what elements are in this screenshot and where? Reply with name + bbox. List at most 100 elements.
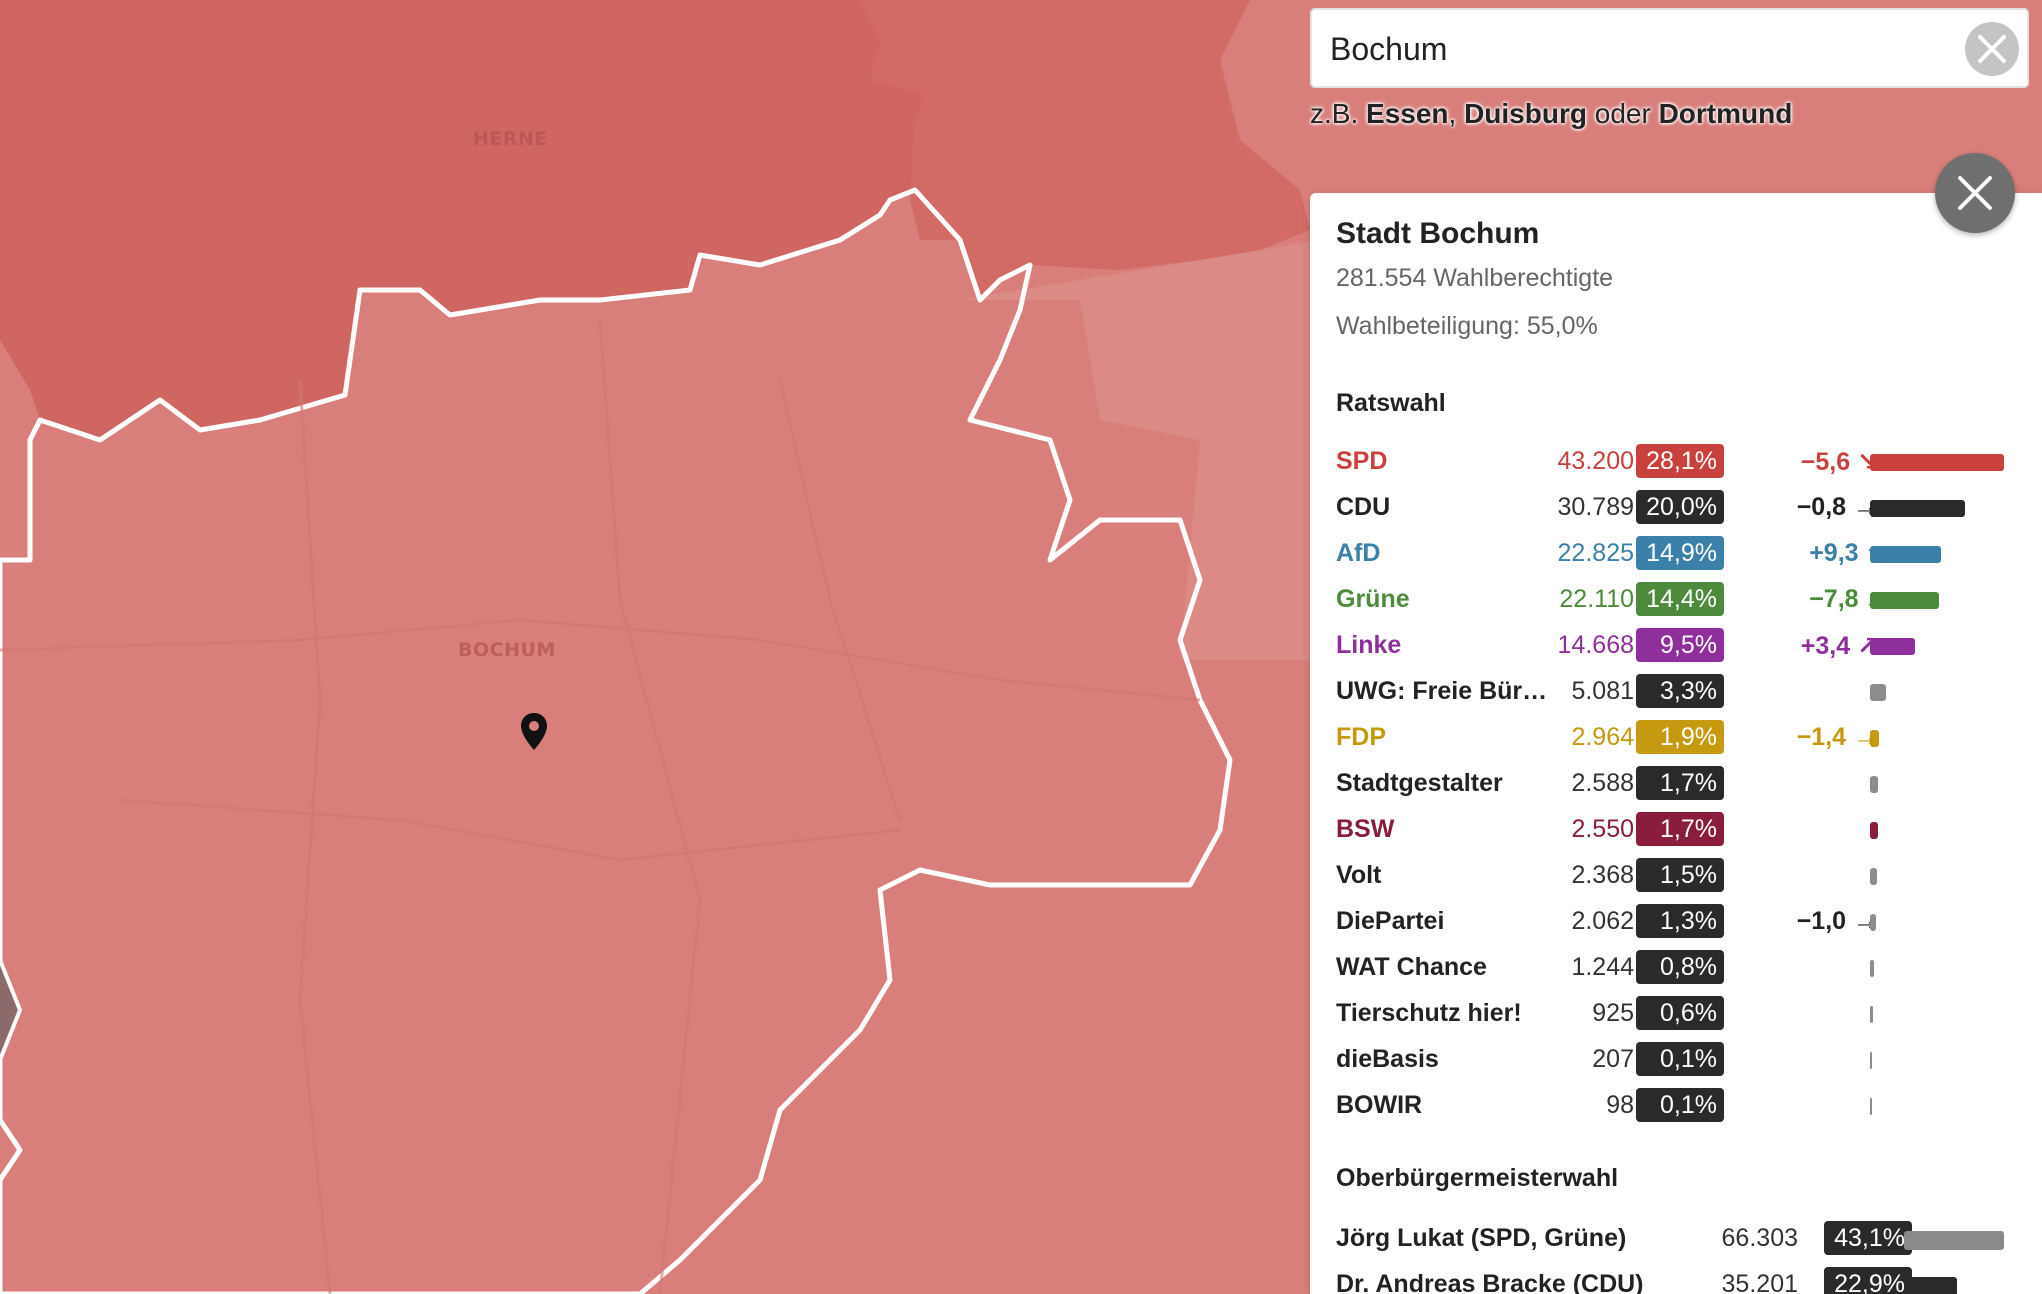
search-input[interactable] xyxy=(1330,24,1930,74)
candidate-share-bar xyxy=(1904,1231,2004,1250)
party-votes: 5.081 xyxy=(1571,677,1634,705)
neighbor-region-east xyxy=(960,240,1320,660)
party-name: Grüne xyxy=(1336,585,1410,613)
search-examples: z.B. Essen, Duisburg oder Dortmund xyxy=(1310,98,1792,130)
search-clear-button[interactable] xyxy=(1965,22,2019,76)
example-link-essen[interactable]: Essen xyxy=(1366,98,1449,129)
party-change: −1,0 → xyxy=(1796,907,1878,935)
council-row: Stadtgestalter 2.588 1,7% xyxy=(1336,765,2036,803)
candidate-share-bar xyxy=(1904,1277,1957,1294)
candidate-votes: 35.201 xyxy=(1721,1270,1798,1294)
candidate-name: Jörg Lukat (SPD, Grüne) xyxy=(1336,1224,1627,1252)
council-row: Volt 2.368 1,5% xyxy=(1336,857,2036,895)
candidate-row: Jörg Lukat (SPD, Grüne) 66.303 43,1% xyxy=(1336,1220,2036,1260)
party-name: WAT Chance xyxy=(1336,953,1487,981)
example-link-duisburg[interactable]: Duisburg xyxy=(1464,98,1587,129)
council-row: WAT Chance 1.244 0,8% xyxy=(1336,949,2036,987)
party-percent-badge: 1,7% xyxy=(1636,812,1724,846)
examples-separator: , xyxy=(1448,98,1457,129)
party-percent-badge: 0,8% xyxy=(1636,950,1724,984)
party-percent-badge: 14,9% xyxy=(1636,536,1724,570)
party-votes: 2.550 xyxy=(1571,815,1634,843)
party-name: AfD xyxy=(1336,539,1381,567)
party-percent-badge: 1,5% xyxy=(1636,858,1724,892)
party-share-bar xyxy=(1870,454,2004,471)
party-votes: 2.588 xyxy=(1571,769,1634,797)
council-row: BOWIR 98 0,1% xyxy=(1336,1087,2036,1125)
map-label-herne: HERNE xyxy=(473,128,548,150)
panel-close-button[interactable] xyxy=(1935,153,2015,233)
party-percent-badge: 9,5% xyxy=(1636,628,1724,662)
party-votes: 98 xyxy=(1606,1091,1634,1119)
party-name: dieBasis xyxy=(1336,1045,1439,1073)
party-share-bar xyxy=(1870,730,1879,747)
council-row: Tierschutz hier! 925 0,6% xyxy=(1336,995,2036,1033)
party-percent-badge: 14,4% xyxy=(1636,582,1724,616)
party-votes: 2.062 xyxy=(1571,907,1634,935)
party-percent-badge: 3,3% xyxy=(1636,674,1724,708)
party-percent-badge: 0,6% xyxy=(1636,996,1724,1030)
search-box xyxy=(1310,8,2029,88)
close-icon xyxy=(1958,176,1992,210)
party-name: SPD xyxy=(1336,447,1388,475)
party-percent-badge: 0,1% xyxy=(1636,1088,1724,1122)
party-name: DiePartei xyxy=(1336,907,1445,935)
party-share-bar xyxy=(1870,500,1965,517)
party-share-bar xyxy=(1870,822,1878,839)
region-herne[interactable] xyxy=(0,0,925,440)
party-votes: 1.244 xyxy=(1571,953,1634,981)
party-name: BOWIR xyxy=(1336,1091,1423,1119)
council-row: CDU 30.789 20,0% −0,8 → xyxy=(1336,489,2036,527)
party-votes: 925 xyxy=(1592,999,1634,1027)
boundary-bochum xyxy=(0,187,1233,1294)
party-percent-badge: 1,9% xyxy=(1636,720,1724,754)
party-change: −5,6 ↘ xyxy=(1800,448,1878,476)
council-row: DiePartei 2.062 1,3% −1,0 → xyxy=(1336,903,2036,941)
party-name: CDU xyxy=(1336,493,1391,521)
candidate-name: Dr. Andreas Bracke (CDU) xyxy=(1336,1270,1644,1294)
example-link-dortmund[interactable]: Dortmund xyxy=(1658,98,1793,129)
party-name: Stadtgestalter xyxy=(1336,769,1503,797)
party-name: UWG: Freie Bür… xyxy=(1336,677,1548,705)
party-votes: 22.110 xyxy=(1559,585,1634,613)
party-share-bar xyxy=(1870,868,1877,885)
location-pin-icon[interactable] xyxy=(519,712,549,752)
examples-prefix: z.B. xyxy=(1310,98,1359,129)
party-votes: 43.200 xyxy=(1557,447,1634,475)
party-percent-badge: 28,1% xyxy=(1636,444,1724,478)
examples-separator-oder: oder xyxy=(1594,98,1651,129)
party-votes: 207 xyxy=(1592,1045,1634,1073)
turnout: Wahlbeteiligung: 55,0% xyxy=(1336,312,1598,340)
eligible-voters: 281.554 Wahlberechtigte xyxy=(1336,264,1614,292)
party-votes: 14.668 xyxy=(1557,631,1634,659)
map-label-bochum: BOCHUM xyxy=(458,639,556,661)
party-share-bar xyxy=(1870,1006,1873,1023)
candidate-row: Dr. Andreas Bracke (CDU) 35.201 22,9% xyxy=(1336,1266,2036,1294)
party-share-bar xyxy=(1870,638,1915,655)
region-northeast[interactable] xyxy=(860,0,1310,300)
panel-title: Stadt Bochum xyxy=(1336,217,1540,250)
results-panel: Stadt Bochum 281.554 Wahlberechtigte Wah… xyxy=(1310,193,2042,1294)
party-change: −0,8 → xyxy=(1796,493,1878,521)
council-row: Linke 14.668 9,5% +3,4 ↗ xyxy=(1336,627,2036,665)
party-name: Tierschutz hier! xyxy=(1336,999,1522,1027)
party-share-bar xyxy=(1870,546,1941,563)
party-share-bar xyxy=(1870,914,1876,931)
council-row: SPD 43.200 28,1% −5,6 ↘ xyxy=(1336,443,2036,481)
party-share-bar xyxy=(1870,1052,1872,1069)
party-change: +9,3 ↑ xyxy=(1809,539,1878,567)
council-row: Grüne 22.110 14,4% −7,8 ↓ xyxy=(1336,581,2036,619)
party-name: BSW xyxy=(1336,815,1395,843)
boundary-southwest xyxy=(0,959,23,1061)
party-share-bar xyxy=(1870,592,1939,609)
party-votes: 30.789 xyxy=(1557,493,1634,521)
council-heading: Ratswahl xyxy=(1336,389,1446,417)
party-change: +3,4 ↗ xyxy=(1800,632,1878,660)
party-share-bar xyxy=(1870,776,1878,793)
party-votes: 2.964 xyxy=(1571,723,1634,751)
candidate-votes: 66.303 xyxy=(1721,1224,1798,1252)
candidate-percent-badge: 22,9% xyxy=(1824,1267,1912,1294)
party-name: FDP xyxy=(1336,723,1386,751)
candidate-percent-badge: 43,1% xyxy=(1824,1221,1912,1255)
party-name: Volt xyxy=(1336,861,1382,889)
